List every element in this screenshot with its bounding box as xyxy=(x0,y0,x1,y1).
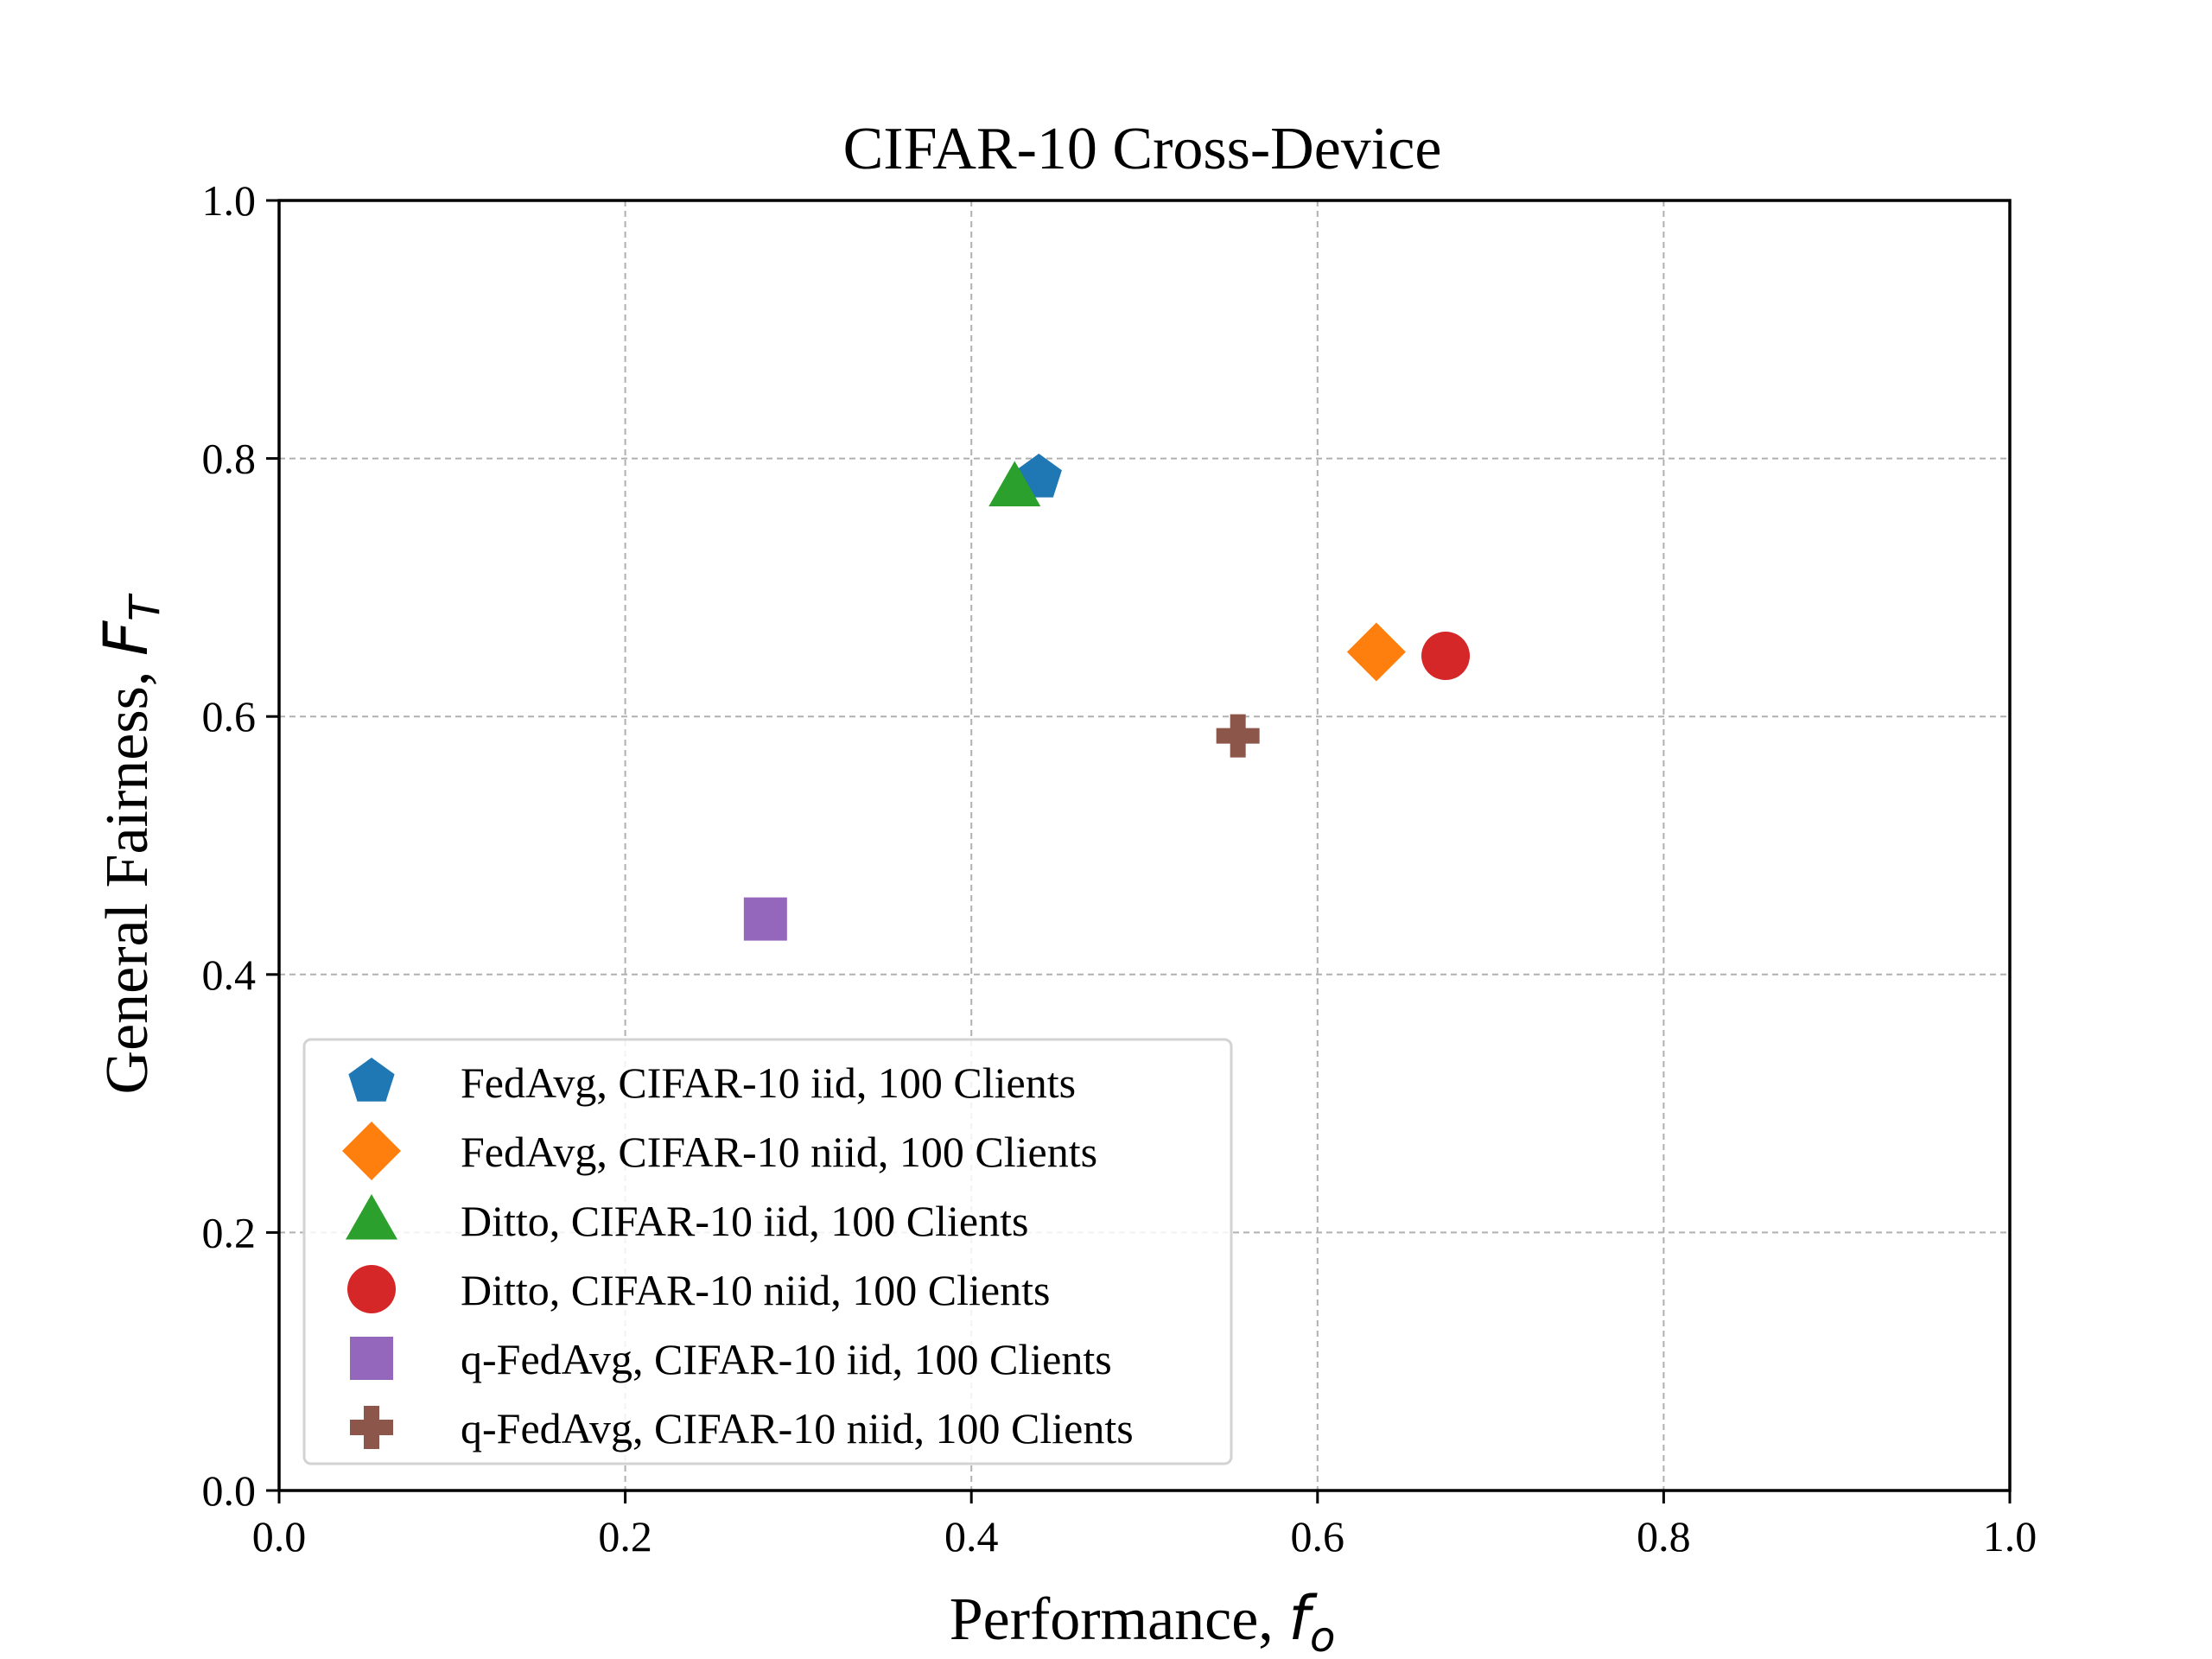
y-axis-label-subscript: T xyxy=(121,593,169,621)
data-point-circle xyxy=(1421,632,1471,681)
legend-marker-square xyxy=(350,1337,393,1380)
chart-title: CIFAR-10 Cross-Device xyxy=(843,116,1442,182)
legend-label: q-FedAvg, CIFAR-10 iid, 100 Clients xyxy=(461,1335,1112,1383)
x-axis-label-subscript: o xyxy=(1310,1613,1335,1659)
legend-marker-diamond xyxy=(342,1122,401,1180)
plot-frame xyxy=(277,199,2012,1492)
y-tick-label: 0.8 xyxy=(202,435,257,483)
x-tick-label: 0.4 xyxy=(944,1512,999,1560)
legend-label: FedAvg, CIFAR-10 niid, 100 Clients xyxy=(461,1128,1097,1176)
x-tick-label: 0.8 xyxy=(1637,1512,1691,1560)
legend-marker-triangle xyxy=(346,1194,397,1240)
y-tick-label: 1.0 xyxy=(202,176,257,225)
legend-marker-circle xyxy=(347,1265,396,1313)
x-axis-label: Performance, fo xyxy=(950,1583,1336,1659)
legend-frame xyxy=(302,1038,1233,1465)
y-tick-label: 0.0 xyxy=(202,1466,257,1515)
x-axis-label-text: Performance, xyxy=(950,1586,1289,1653)
data-point-diamond xyxy=(1346,622,1406,682)
grid-lines xyxy=(279,200,2010,1491)
data-points xyxy=(743,454,1471,941)
x-tick-label: 0.6 xyxy=(1291,1512,1345,1560)
y-axis-label-symbol: F xyxy=(91,620,162,656)
legend-label: FedAvg, CIFAR-10 iid, 100 Clients xyxy=(461,1058,1076,1107)
legend-entries: FedAvg, CIFAR-10 iid, 100 Clients FedAvg,… xyxy=(342,1058,1134,1452)
y-tick-label: 0.2 xyxy=(202,1208,257,1256)
legend-marker-plus xyxy=(350,1406,393,1449)
data-point-square xyxy=(743,897,787,941)
x-tick-label: 0.2 xyxy=(598,1512,652,1560)
y-tick-label: 0.4 xyxy=(202,950,257,999)
data-point-triangle xyxy=(988,461,1041,506)
y-axis-label: General Fairness, FT xyxy=(91,593,169,1095)
axis-ticks: 0.0 0.2 0.4 0.6 0.8 1.0 0.0 0.2 0.4 0.6 0.8 1.0 xyxy=(202,176,2037,1560)
y-axis-label-text: General Fairness, xyxy=(94,656,161,1094)
legend-label: Ditto, CIFAR-10 niid, 100 Clients xyxy=(461,1266,1050,1314)
x-tick-label: 1.0 xyxy=(1983,1512,2037,1560)
x-tick-label: 0.0 xyxy=(252,1512,307,1560)
legend-marker-pentagon xyxy=(348,1058,395,1102)
y-tick-label: 0.6 xyxy=(202,692,257,741)
data-point-plus xyxy=(1216,714,1260,758)
legend-label: q-FedAvg, CIFAR-10 niid, 100 Clients xyxy=(461,1404,1134,1452)
legend: FedAvg, CIFAR-10 iid, 100 Clients FedAvg,… xyxy=(302,1038,1233,1465)
legend-label: Ditto, CIFAR-10 iid, 100 Clients xyxy=(461,1197,1028,1245)
